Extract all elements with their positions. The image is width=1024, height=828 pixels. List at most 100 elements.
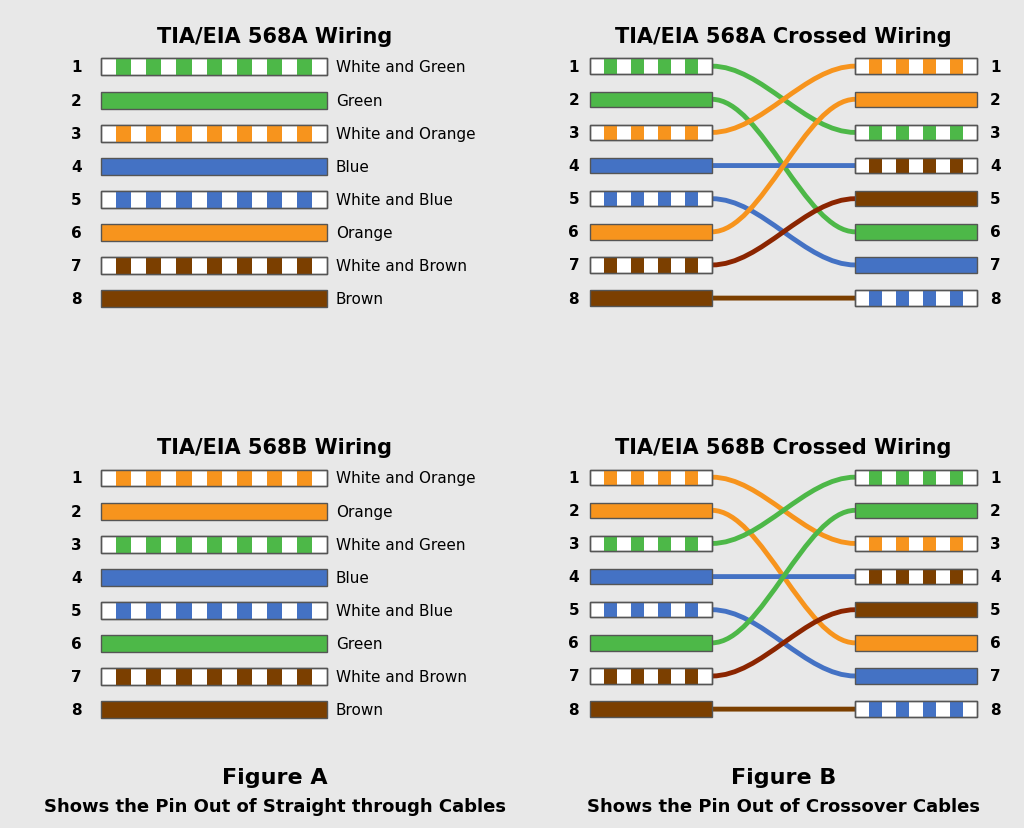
Bar [590,291,712,306]
Text: 3: 3 [990,537,1000,551]
Bar [631,60,644,75]
Text: Orange: Orange [336,226,392,241]
Text: 7: 7 [71,670,82,685]
Bar [855,159,977,174]
Bar [116,192,131,209]
Bar [207,258,221,275]
Bar [855,225,977,240]
Text: 8: 8 [568,702,580,717]
Bar [590,192,712,207]
Text: 1: 1 [990,470,1000,485]
Text: 3: 3 [71,537,82,552]
Text: 1: 1 [568,470,580,485]
Bar [950,701,964,717]
Bar [685,668,698,684]
Text: 6: 6 [71,637,82,652]
Text: White and Brown: White and Brown [336,670,467,685]
Bar [146,60,162,76]
Bar [855,470,977,485]
Bar [101,258,327,275]
Bar [590,602,712,618]
Bar [896,569,909,585]
Text: 7: 7 [568,669,580,684]
Bar [923,291,936,306]
Bar [855,569,977,585]
Bar [603,602,617,618]
Bar [146,668,162,686]
Text: 1: 1 [71,60,82,75]
Bar [297,192,312,209]
Bar [590,470,712,485]
Text: Blue: Blue [336,160,370,175]
Bar [868,470,883,485]
Bar [590,258,712,273]
Bar [590,225,712,240]
Bar [950,159,964,174]
Text: 2: 2 [568,503,580,518]
Text: 7: 7 [71,259,82,274]
Bar [101,159,327,176]
Bar [950,60,964,75]
Text: 4: 4 [568,159,580,174]
Bar [603,470,617,485]
Bar [590,668,712,684]
Bar [590,192,712,207]
Bar [101,470,327,487]
Bar [146,192,162,209]
Text: TIA/EIA 568B Crossed Wiring: TIA/EIA 568B Crossed Wiring [615,438,951,458]
Bar [590,470,712,485]
FancyArrowPatch shape [712,67,855,133]
Bar [855,569,977,585]
Bar [590,258,712,273]
Bar [855,60,977,75]
Bar [855,470,977,485]
Text: 4: 4 [990,570,1000,585]
Bar [237,470,252,487]
Bar [590,536,712,551]
Bar [896,291,909,306]
Bar [101,258,327,275]
Text: 2: 2 [71,94,82,108]
Bar [116,258,131,275]
Bar [855,291,977,306]
Bar [855,126,977,141]
Bar [176,126,191,142]
Bar [855,159,977,174]
Bar [685,258,698,273]
Bar [267,60,282,76]
Text: White and Brown: White and Brown [336,259,467,274]
Bar [146,470,162,487]
Bar [116,536,131,553]
Bar [590,60,712,75]
Bar [267,258,282,275]
Bar [267,602,282,619]
Bar [207,126,221,142]
Bar [923,159,936,174]
Bar [297,602,312,619]
Text: 2: 2 [990,93,1000,108]
Bar [176,258,191,275]
Bar [116,668,131,686]
FancyArrowPatch shape [712,511,855,643]
Bar [101,602,327,619]
Text: TIA/EIA 568B Wiring: TIA/EIA 568B Wiring [158,438,392,458]
Bar [685,192,698,207]
Bar [267,668,282,686]
Text: Green: Green [336,94,382,108]
Text: 5: 5 [568,603,580,618]
Bar [868,159,883,174]
Bar [101,503,327,520]
Bar [603,258,617,273]
Bar [590,60,712,75]
Bar [101,291,327,308]
Bar [868,701,883,717]
Bar [590,93,712,108]
FancyArrowPatch shape [712,200,855,266]
Bar [297,536,312,553]
Text: 6: 6 [990,636,1000,651]
Text: 8: 8 [990,291,1000,306]
Bar [855,126,977,141]
Bar [685,126,698,141]
Bar [101,668,327,686]
Bar [146,258,162,275]
